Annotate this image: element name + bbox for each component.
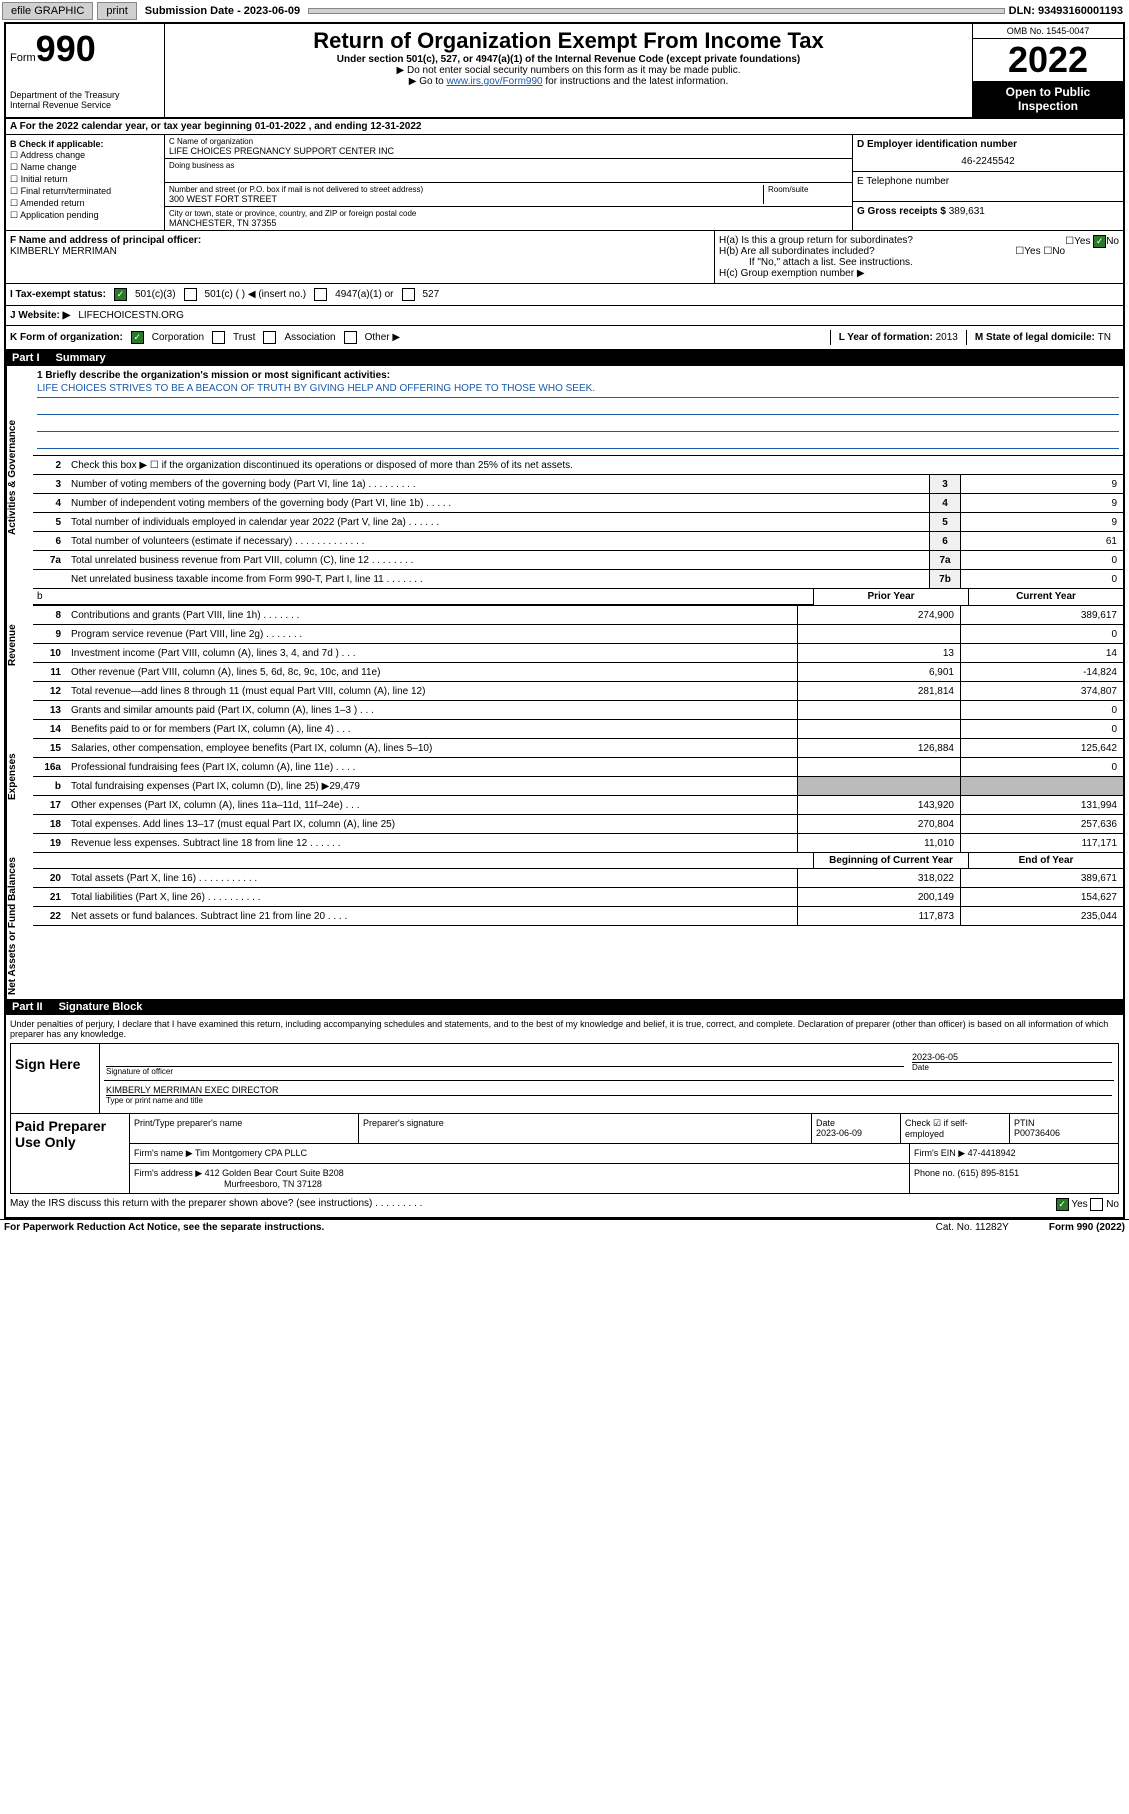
expenses-section: Expenses 13Grants and similar amounts pa…: [6, 701, 1123, 853]
summary-line: Net unrelated business taxable income fr…: [33, 570, 1123, 589]
corp-checkbox[interactable]: [131, 331, 144, 344]
section-f-h: F Name and address of principal officer:…: [6, 231, 1123, 284]
header-left: Form990 Department of the Treasury Inter…: [6, 24, 165, 117]
period-row: A For the 2022 calendar year, or tax yea…: [6, 119, 1123, 135]
section-b-c-d: B Check if applicable: ☐ Address change …: [6, 135, 1123, 231]
mission-block: 1 Briefly describe the organization's mi…: [33, 366, 1123, 456]
tax-status-row: I Tax-exempt status: 501(c)(3) 501(c) ( …: [6, 284, 1123, 306]
summary-line: 8Contributions and grants (Part VIII, li…: [33, 606, 1123, 625]
box-c: C Name of organization LIFE CHOICES PREG…: [165, 135, 852, 230]
part-1-header: Part I Summary: [6, 350, 1123, 366]
top-toolbar: efile GRAPHIC print Submission Date - 20…: [0, 0, 1129, 22]
summary-line: 19Revenue less expenses. Subtract line 1…: [33, 834, 1123, 853]
vtab-revenue: Revenue: [6, 589, 33, 701]
signature-section: Under penalties of perjury, I declare th…: [6, 1015, 1123, 1217]
box-f: F Name and address of principal officer:…: [6, 231, 714, 283]
summary-line: 4Number of independent voting members of…: [33, 494, 1123, 513]
k-form-row: K Form of organization: Corporation Trus…: [6, 326, 1123, 350]
paid-preparer-row: Paid Preparer Use Only Print/Type prepar…: [10, 1114, 1119, 1194]
summary-line: 12Total revenue—add lines 8 through 11 (…: [33, 682, 1123, 701]
summary-line: 21Total liabilities (Part X, line 26) . …: [33, 888, 1123, 907]
box-h: H(a) Is this a group return for subordin…: [714, 231, 1123, 283]
box-b: B Check if applicable: ☐ Address change …: [6, 135, 165, 230]
vtab-expenses: Expenses: [6, 701, 33, 853]
501c3-checkbox[interactable]: [114, 288, 127, 301]
summary-line: 14Benefits paid to or for members (Part …: [33, 720, 1123, 739]
527-checkbox[interactable]: [402, 288, 415, 301]
vtab-net-assets: Net Assets or Fund Balances: [6, 853, 33, 999]
summary-line: 22Net assets or fund balances. Subtract …: [33, 907, 1123, 926]
part-2-header: Part II Signature Block: [6, 999, 1123, 1015]
summary-line: 7aTotal unrelated business revenue from …: [33, 551, 1123, 570]
summary-line: 11Other revenue (Part VIII, column (A), …: [33, 663, 1123, 682]
vtab-governance: Activities & Governance: [6, 366, 33, 589]
sign-here-row: Sign Here Signature of officer 2023-06-0…: [10, 1043, 1119, 1114]
summary-line: 13Grants and similar amounts paid (Part …: [33, 701, 1123, 720]
balance-headers: Beginning of Current Year End of Year: [33, 853, 1123, 869]
header-title: Return of Organization Exempt From Incom…: [165, 24, 972, 117]
summary-line: bTotal fundraising expenses (Part IX, co…: [33, 777, 1123, 796]
revenue-section: Revenue b Prior Year Current Year 8Contr…: [6, 589, 1123, 701]
4947-checkbox[interactable]: [314, 288, 327, 301]
summary-line: 2Check this box ▶ ☐ if the organization …: [33, 456, 1123, 475]
form-header: Form990 Department of the Treasury Inter…: [6, 24, 1123, 119]
discuss-yes-checkbox[interactable]: [1056, 1198, 1069, 1211]
header-right: OMB No. 1545-0047 2022 Open to Public In…: [972, 24, 1123, 117]
summary-line: 3Number of voting members of the governi…: [33, 475, 1123, 494]
spacer: [308, 8, 1005, 14]
summary-line: 17Other expenses (Part IX, column (A), l…: [33, 796, 1123, 815]
summary-line: 16aProfessional fundraising fees (Part I…: [33, 758, 1123, 777]
discuss-row: May the IRS discuss this return with the…: [10, 1194, 1119, 1213]
box-d-e-g: D Employer identification number 46-2245…: [852, 135, 1123, 230]
print-button[interactable]: print: [97, 2, 136, 20]
summary-line: 10Investment income (Part VIII, column (…: [33, 644, 1123, 663]
website-row: J Website: ▶ LIFECHOICESTN.ORG: [6, 306, 1123, 326]
summary-line: 20Total assets (Part X, line 16) . . . .…: [33, 869, 1123, 888]
assoc-checkbox[interactable]: [263, 331, 276, 344]
other-checkbox[interactable]: [344, 331, 357, 344]
summary-line: 6Total number of volunteers (estimate if…: [33, 532, 1123, 551]
irs-link[interactable]: www.irs.gov/Form990: [446, 76, 542, 87]
activities-governance: Activities & Governance 1 Briefly descri…: [6, 366, 1123, 589]
efile-button[interactable]: efile GRAPHIC: [2, 2, 93, 20]
trust-checkbox[interactable]: [212, 331, 225, 344]
net-assets-section: Net Assets or Fund Balances Beginning of…: [6, 853, 1123, 999]
dln-label: DLN: 93493160001193: [1009, 5, 1127, 17]
submission-date-label: Submission Date - 2023-06-09: [141, 5, 304, 17]
summary-line: 5Total number of individuals employed in…: [33, 513, 1123, 532]
page-footer: For Paperwork Reduction Act Notice, see …: [0, 1219, 1129, 1235]
summary-line: 18Total expenses. Add lines 13–17 (must …: [33, 815, 1123, 834]
summary-line: 15Salaries, other compensation, employee…: [33, 739, 1123, 758]
discuss-no-checkbox[interactable]: [1090, 1198, 1103, 1211]
501c-checkbox[interactable]: [184, 288, 197, 301]
form-990: Form990 Department of the Treasury Inter…: [4, 22, 1125, 1219]
year-headers: b Prior Year Current Year: [33, 589, 1123, 606]
summary-line: 9Program service revenue (Part VIII, lin…: [33, 625, 1123, 644]
